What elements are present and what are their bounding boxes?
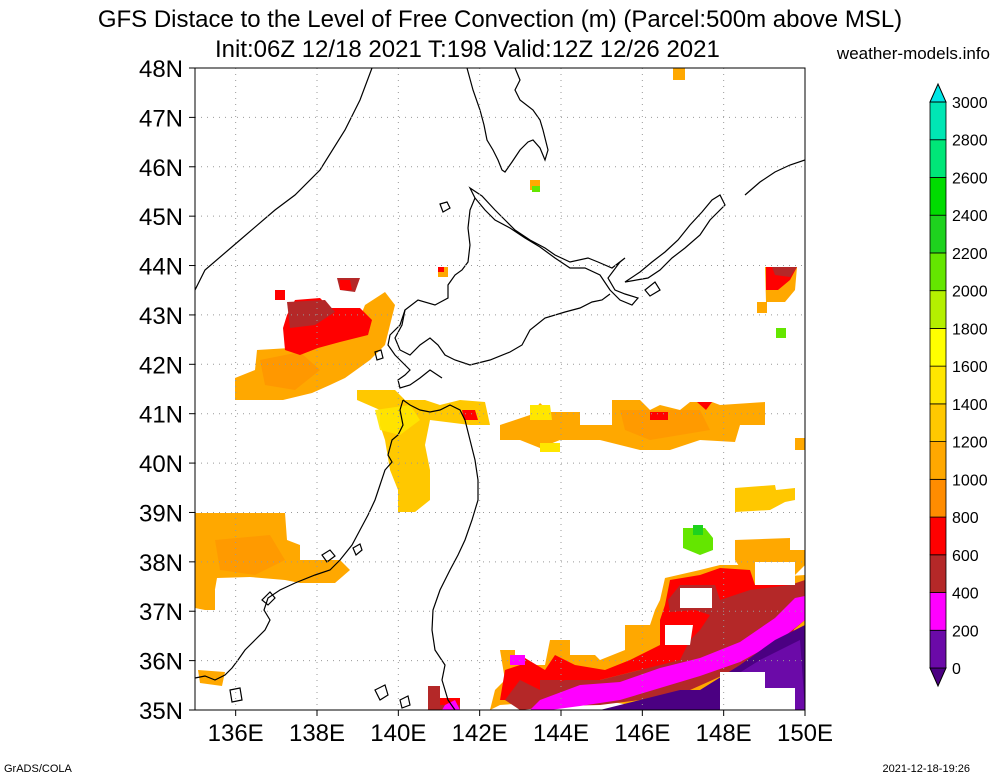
- colorbar-label: 2800: [952, 133, 988, 150]
- map-subtitle: Init:06Z 12/18 2021 T:198 Valid:12Z 12/2…: [215, 36, 720, 63]
- colorbar-swatch: [929, 403, 947, 443]
- colorbar-label: 2600: [952, 170, 988, 187]
- lon-tick-label: 136E: [208, 720, 264, 747]
- lon-tick-label: 144E: [533, 720, 589, 747]
- colorbar: 0 200 400 600 800 1000 1200 1400 1600 1800 2000 220…: [929, 82, 988, 688]
- lat-tick-label: 48N: [139, 56, 183, 83]
- colorbar-swatch: [929, 101, 947, 141]
- colorbar-swatch: [929, 554, 947, 593]
- lat-tick-label: 42N: [139, 352, 183, 379]
- lat-tick-label: 39N: [139, 500, 183, 527]
- lat-tick-label: 41N: [139, 402, 183, 429]
- lon-tick-label: 138E: [289, 720, 345, 747]
- lat-tick-label: 37N: [139, 599, 183, 626]
- map-title: GFS Distace to the Level of Free Convect…: [97, 6, 903, 33]
- lat-tick-label: 46N: [139, 155, 183, 182]
- lon-tick-label: 140E: [370, 720, 426, 747]
- lon-tick-label: 148E: [696, 720, 752, 747]
- lon-tick-label: 142E: [452, 720, 508, 747]
- colorbar-label: 0: [952, 661, 961, 678]
- colorbar-swatch: [929, 629, 947, 669]
- colorbar-label: 400: [952, 586, 979, 603]
- colorbar-label: 1400: [952, 397, 988, 414]
- lon-tick-label: 146E: [614, 720, 670, 747]
- lat-tick-label: 47N: [139, 105, 183, 132]
- colorbar-swatch: [929, 441, 947, 480]
- colorbar-label: 200: [952, 623, 979, 640]
- lat-tick-label: 40N: [139, 451, 183, 478]
- footer-timestamp: 2021-12-18-19:26: [882, 763, 970, 775]
- lfc-field: [195, 68, 805, 710]
- coastline: [195, 68, 805, 710]
- axis-labels: 136E 138E 140E 142E 144E 146E 148E 150E 35N 36N 37…: [139, 56, 833, 747]
- colorbar-label: 1000: [952, 472, 988, 489]
- colorbar-label: 1200: [952, 435, 988, 452]
- colorbar-over-arrow: [929, 82, 947, 103]
- lat-tick-label: 36N: [139, 649, 183, 676]
- colorbar-swatch: [929, 592, 947, 631]
- lat-tick-label: 38N: [139, 550, 183, 577]
- colorbar-label: 1600: [952, 359, 988, 376]
- lat-tick-label: 44N: [139, 254, 183, 281]
- colorbar-swatch: [929, 214, 947, 254]
- colorbar-label: 600: [952, 548, 979, 565]
- lat-tick-label: 35N: [139, 698, 183, 725]
- footer-software: GrADS/COLA: [4, 763, 72, 775]
- colorbar-under-arrow: [929, 667, 947, 688]
- colorbar-swatch: [929, 139, 947, 178]
- colorbar-label: 2400: [952, 208, 988, 225]
- colorbar-label: 2200: [952, 246, 988, 263]
- colorbar-swatch: [929, 177, 947, 216]
- colorbar-label: 3000: [952, 95, 988, 112]
- colorbar-swatch: [929, 516, 947, 556]
- colorbar-swatch: [929, 478, 947, 518]
- colorbar-swatch: [929, 252, 947, 292]
- colorbar-swatch: [929, 365, 947, 405]
- lat-tick-label: 45N: [139, 204, 183, 231]
- colorbar-label: 1800: [952, 321, 988, 338]
- colorbar-label: 800: [952, 510, 979, 527]
- colorbar-swatch: [929, 290, 947, 329]
- map-frame: [194, 67, 806, 711]
- lat-tick-label: 43N: [139, 303, 183, 330]
- colorbar-label: 2000: [952, 284, 988, 301]
- lon-tick-label: 150E: [777, 720, 833, 747]
- colorbar-swatch: [929, 327, 947, 367]
- site-credit: weather-models.info: [836, 44, 990, 63]
